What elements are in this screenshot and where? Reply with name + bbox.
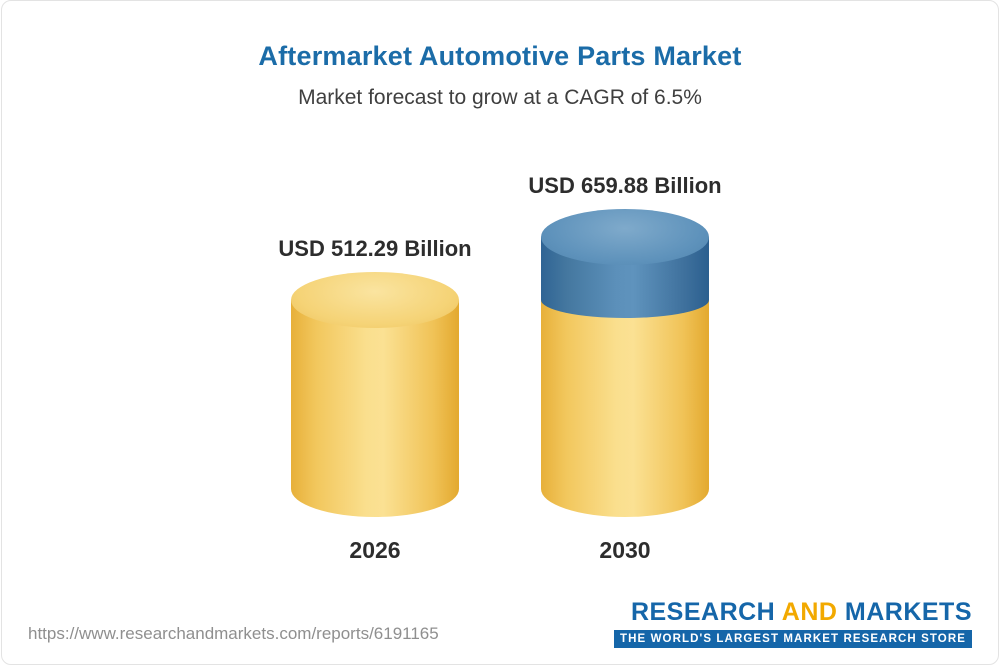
logo-tagline: THE WORLD'S LARGEST MARKET RESEARCH STOR… bbox=[614, 630, 972, 648]
logo-word-research: RESEARCH bbox=[630, 598, 776, 626]
category-label-2030: 2030 bbox=[599, 537, 651, 563]
cylinder-body-2026 bbox=[291, 300, 459, 517]
bar-group-2026: USD 512.29 Billion 2026 bbox=[250, 236, 500, 564]
cylinder-top-2030 bbox=[541, 209, 709, 265]
report-url-link[interactable]: https://www.researchandmarkets.com/repor… bbox=[28, 624, 439, 643]
bar-chart: USD 512.29 Billion 2026 USD 659.88 Billi… bbox=[2, 173, 998, 564]
chart-title: Aftermarket Automotive Parts Market bbox=[258, 41, 742, 71]
category-label-2026: 2026 bbox=[349, 537, 401, 563]
cylinder-top-2026 bbox=[291, 272, 459, 328]
value-label-2030: USD 659.88 Billion bbox=[528, 173, 722, 198]
research-and-markets-logo: RESEARCH AND MARKETS THE WORLD'S LARGEST… bbox=[614, 598, 972, 648]
cylinder-2030 bbox=[541, 209, 709, 517]
logo-word-markets: MARKETS bbox=[844, 598, 972, 626]
logo-wordmark: RESEARCH AND MARKETS bbox=[614, 598, 972, 627]
logo-word-and: AND bbox=[781, 598, 838, 626]
chart-header: Aftermarket Automotive Parts Market Mark… bbox=[2, 1, 998, 110]
bar-group-2030: USD 659.88 Billion 2030 bbox=[500, 173, 750, 564]
chart-subtitle: Market forecast to grow at a CAGR of 6.5… bbox=[298, 86, 702, 109]
cylinder-2026 bbox=[291, 272, 459, 517]
footer: https://www.researchandmarkets.com/repor… bbox=[2, 594, 998, 664]
value-label-2026: USD 512.29 Billion bbox=[278, 236, 472, 261]
